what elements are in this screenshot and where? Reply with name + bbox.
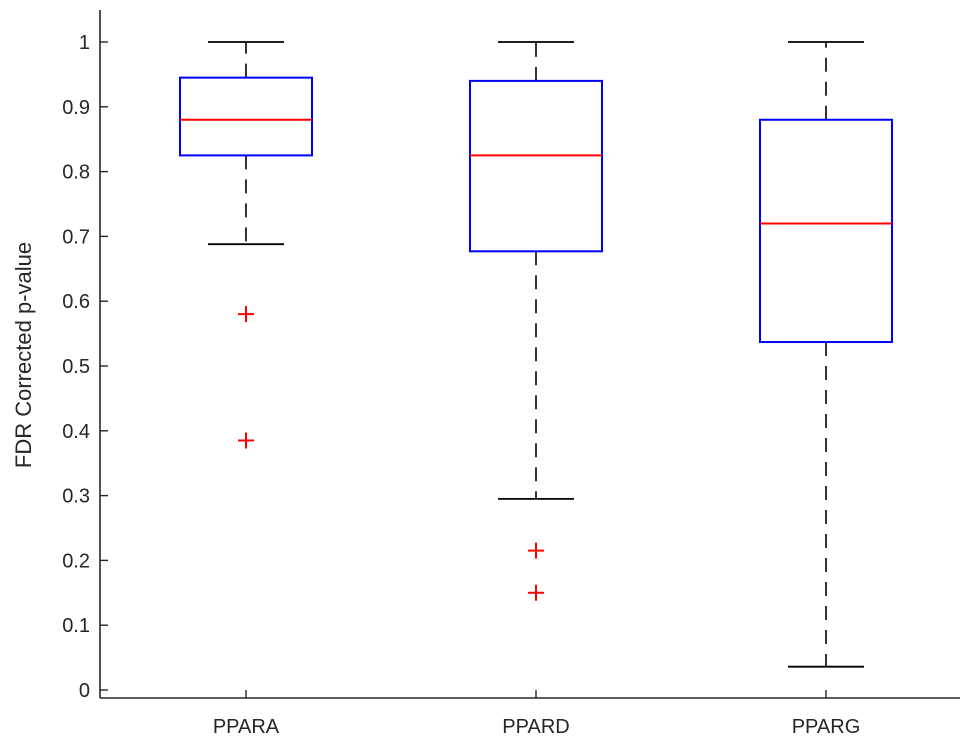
y-tick-label: 0.8 [62,162,90,184]
box-iqr [179,76,313,157]
outlier-point [528,542,544,559]
y-tick-label: 0 [79,680,90,702]
x-tick-label: PPARD [502,716,569,738]
y-tick-label: 0.3 [62,486,90,508]
x-tick-label: PPARG [792,716,861,738]
y-tick-label: 0.5 [62,356,90,378]
y-tick-label: 0.4 [62,421,90,443]
y-tick-label: 0.6 [62,291,90,313]
y-tick-label: 1 [79,32,90,54]
outlier-point [528,584,544,601]
y-tick-label: 0.2 [62,550,90,572]
x-tick-label: PPARA [213,716,280,738]
y-axis-label: FDR Corrected p-value [11,242,36,468]
y-tick-label: 0.9 [62,97,90,119]
box-iqr [469,79,603,253]
box-iqr [759,118,893,344]
plot-area: 0 0.1 0.2 0.3 0.4 0.5 0.6 0.7 0.8 0.9 1 PPARA PPARD P… [62,10,960,738]
y-tick-label: 0.7 [62,226,90,248]
outlier-point [238,306,254,323]
outlier-point [238,432,254,449]
y-tick-label: 0.1 [62,615,90,637]
